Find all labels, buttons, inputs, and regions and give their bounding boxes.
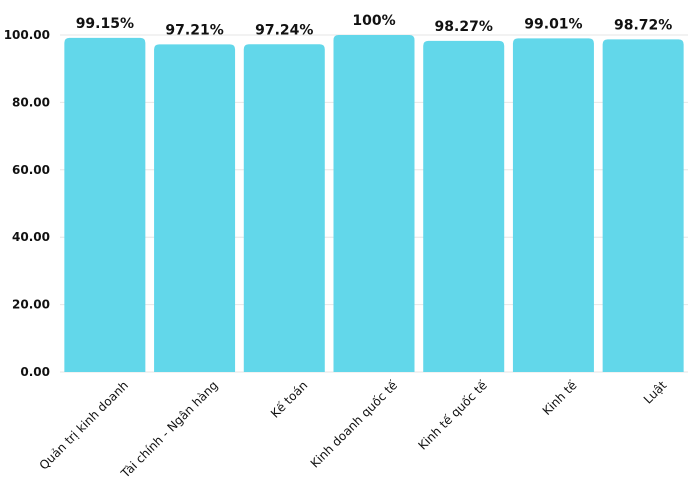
bars: [64, 35, 684, 372]
data-label: 98.72%: [614, 17, 672, 33]
y-axis-ticks: 0.00 20.00 40.00 60.00 80.00 100.00: [4, 28, 50, 379]
x-tick-label: Kinh doanh quốc tế: [308, 378, 401, 471]
y-tick-label: 40.00: [12, 230, 50, 244]
bar: [423, 40, 505, 372]
data-label: 100%: [352, 13, 395, 29]
y-tick-label: 80.00: [12, 95, 50, 109]
y-tick-label: 0.00: [20, 365, 50, 379]
x-tick-label: Quản trị kinh doanh: [37, 378, 131, 472]
data-label: 98.27%: [435, 19, 493, 35]
bar: [64, 37, 146, 372]
x-tick-label: Luật: [641, 378, 670, 407]
y-tick-label: 100.00: [4, 28, 50, 42]
data-labels: 99.15% 97.21% 97.24% 100% 98.27% 99.01% 98.72%: [76, 13, 673, 38]
y-tick-label: 20.00: [12, 298, 50, 312]
x-tick-label: Kinh tế quốc tế: [415, 378, 490, 453]
x-tick-label: Tài chính - Ngân hàng: [118, 378, 221, 481]
bar: [333, 35, 415, 372]
bar: [243, 44, 325, 372]
bar: [154, 44, 236, 372]
bar: [512, 38, 594, 372]
x-tick-label: Kinh tế: [540, 378, 580, 418]
data-label: 97.24%: [255, 22, 313, 38]
y-tick-label: 60.00: [12, 163, 50, 177]
bar: [602, 39, 684, 372]
data-label: 97.21%: [165, 22, 223, 38]
x-tick-label: Kế toán: [268, 378, 310, 420]
data-label: 99.15%: [76, 16, 134, 32]
data-label: 99.01%: [524, 16, 582, 32]
